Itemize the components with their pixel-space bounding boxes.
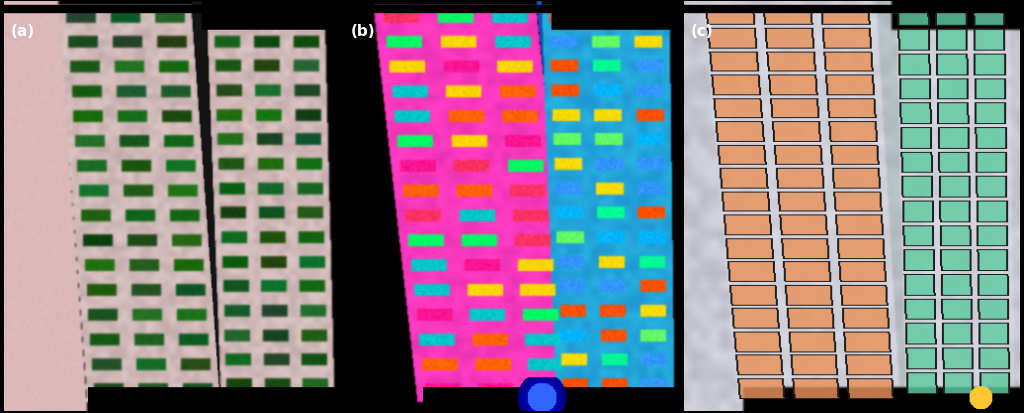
Text: (b): (b) bbox=[350, 24, 375, 39]
Text: (c): (c) bbox=[690, 24, 713, 39]
Text: (a): (a) bbox=[10, 24, 35, 39]
